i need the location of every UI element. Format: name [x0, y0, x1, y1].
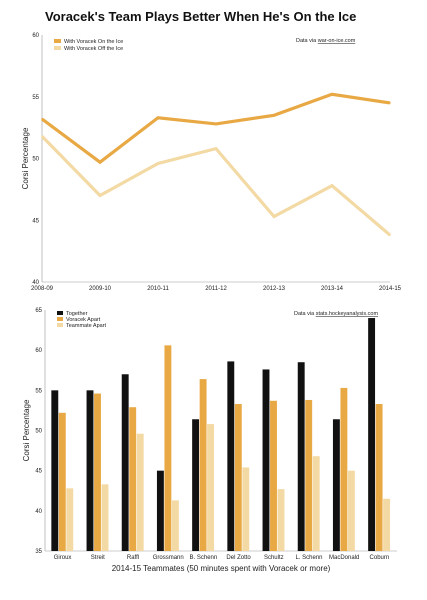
series-line-with-voracek-on-the-ice — [41, 92, 391, 165]
x-tick-label: 2010-11 — [147, 286, 169, 292]
y-tick-label: 35 — [35, 549, 42, 555]
y-axis-label: Corsi Percentage — [22, 399, 31, 461]
data-point — [41, 118, 43, 120]
x-tick-label: Grossmann — [153, 555, 184, 561]
y-tick-label: 60 — [32, 33, 39, 39]
bar-together — [86, 390, 94, 551]
bar-voracek-apart — [58, 412, 66, 551]
bar-together — [121, 374, 129, 551]
y-tick-label: 55 — [35, 388, 42, 394]
data-point — [215, 123, 217, 125]
legend-swatch — [57, 323, 63, 327]
x-tick-label: Coburn — [370, 555, 390, 561]
source-link[interactable]: stats.hockeyanalysis.com — [316, 311, 379, 317]
bar-together — [192, 419, 200, 551]
data-point — [273, 114, 275, 117]
bar-teammate-apart — [136, 433, 144, 551]
bar-voracek-apart — [270, 400, 277, 551]
line-chart: 40 45 50 55 60 2008-09 2009-10 2010-11 2011-12 20… — [21, 33, 402, 292]
bar-together — [227, 361, 235, 551]
x-tick-label: 2012-13 — [263, 286, 286, 292]
y-tick-label: 60 — [35, 348, 42, 354]
y-tick-label: 50 — [32, 157, 39, 163]
y-tick-label: 45 — [35, 469, 42, 475]
legend-swatch — [54, 39, 61, 43]
source-link[interactable]: war-on-ice.com — [317, 38, 356, 44]
series-line-with-voracek-off-the-ice — [40, 135, 392, 237]
x-tick-label: 2014-15 — [379, 286, 402, 292]
legend-label: With Voracek On the Ice — [64, 39, 123, 45]
y-tick-label: 50 — [35, 429, 42, 435]
data-point — [215, 147, 217, 150]
legend-swatch — [57, 317, 63, 321]
x-tick-label: MacDonald — [329, 555, 359, 561]
bar-together — [332, 419, 340, 551]
x-tick-label: 2009-10 — [89, 286, 112, 292]
x-tick-label: 2008-09 — [31, 286, 54, 292]
bar-teammate-apart — [347, 470, 355, 551]
legend-label: Voracek Apart — [66, 317, 101, 323]
bar-teammate-apart — [242, 467, 250, 551]
x-tick-label: Streit — [91, 555, 105, 561]
x-tick-label: B. Schenn — [190, 555, 218, 561]
data-point — [273, 215, 275, 218]
x-tick-label: Giroux — [54, 555, 72, 561]
bar-teammate-apart — [277, 489, 285, 551]
source-note: Data via war-on-ice.com — [296, 38, 356, 44]
bar-teammate-apart — [171, 500, 179, 551]
y-tick-label: 40 — [32, 280, 39, 286]
data-point — [331, 93, 333, 96]
bar-voracek-apart — [375, 403, 383, 551]
data-point — [389, 234, 391, 236]
bar-voracek-apart — [94, 393, 101, 551]
y-tick-label: 45 — [32, 218, 39, 224]
data-point — [99, 194, 101, 197]
data-point — [41, 135, 43, 138]
data-point — [157, 116, 159, 119]
bar-chart: 35 40 45 50 55 60 65 Giroux Streit Raffl Grossmann… — [22, 308, 397, 573]
page-title: Voracek's Team Plays Better When He's On… — [45, 9, 357, 24]
bar-voracek-apart — [305, 399, 313, 551]
bar-together — [262, 369, 270, 551]
bar-together — [368, 318, 376, 551]
y-tick-label: 40 — [35, 509, 42, 515]
bar-teammate-apart — [66, 488, 74, 551]
x-tick-label: 2013-14 — [321, 286, 344, 292]
x-axis-label: 2014-15 Teammates (50 minutes spent with… — [112, 564, 331, 573]
bar-together — [51, 390, 59, 551]
data-point — [99, 161, 101, 164]
y-tick-label: 55 — [32, 95, 39, 101]
legend-label: Teammate Apart — [66, 323, 107, 329]
bar-voracek-apart — [199, 379, 207, 551]
source-note: Data via stats.hockeyanalysis.com — [294, 311, 378, 317]
x-tick-label: Raffl — [127, 555, 139, 561]
x-tick-label: Schultz — [264, 555, 284, 561]
bar-teammate-apart — [312, 456, 320, 551]
bar-together — [156, 470, 164, 551]
bar-together — [297, 362, 305, 551]
data-point — [389, 102, 391, 104]
data-point — [157, 162, 159, 165]
bar-voracek-apart — [129, 407, 137, 551]
legend-label: Together — [66, 311, 88, 317]
bar-voracek-apart — [164, 345, 172, 551]
x-tick-label: 2011-12 — [205, 286, 227, 292]
bar-voracek-apart — [340, 387, 348, 551]
x-tick-label: Del Zotto — [226, 555, 251, 561]
legend-swatch — [57, 311, 63, 315]
legend-label: With Voracek Off the Ice — [64, 46, 123, 52]
data-point — [331, 184, 333, 187]
bar-voracek-apart — [234, 403, 242, 551]
bar-teammate-apart — [383, 498, 391, 551]
x-tick-label: L. Schenn — [295, 555, 322, 561]
y-axis-label: Corsi Percentage — [21, 127, 30, 189]
legend-swatch — [54, 46, 61, 50]
bar-teammate-apart — [207, 424, 215, 551]
bar-teammate-apart — [101, 484, 109, 551]
y-tick-label: 65 — [35, 308, 42, 314]
